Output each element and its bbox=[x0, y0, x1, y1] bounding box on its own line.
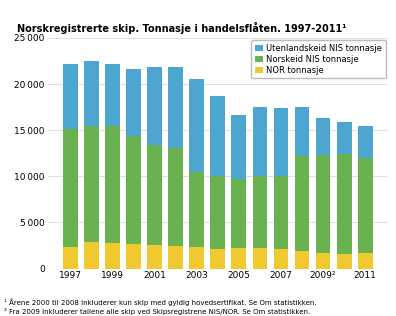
Bar bbox=[274, 249, 288, 269]
Bar bbox=[358, 253, 373, 269]
Bar bbox=[232, 248, 246, 269]
Bar bbox=[189, 79, 204, 172]
Bar bbox=[63, 247, 78, 269]
Text: Norskregistrerte skip. Tonnasje i handelsflåten. 1997-2011¹: Norskregistrerte skip. Tonnasje i handel… bbox=[17, 22, 346, 34]
Bar bbox=[63, 129, 78, 247]
Bar bbox=[295, 156, 309, 251]
Bar bbox=[316, 155, 331, 253]
Bar bbox=[316, 118, 331, 155]
Bar bbox=[274, 108, 288, 176]
Bar bbox=[295, 251, 309, 269]
Bar bbox=[253, 248, 267, 269]
Bar bbox=[337, 122, 352, 154]
Text: ² Fra 2009 inkluderer tallene alle skip ved Skipsregistrene NIS/NOR. Se Om stati: ² Fra 2009 inkluderer tallene alle skip … bbox=[4, 308, 310, 315]
Bar bbox=[84, 61, 99, 125]
Bar bbox=[253, 107, 267, 176]
Bar bbox=[168, 67, 183, 148]
Bar bbox=[316, 253, 331, 269]
Bar bbox=[84, 242, 99, 269]
Bar bbox=[126, 244, 141, 269]
Bar bbox=[210, 176, 225, 249]
Bar bbox=[168, 246, 183, 269]
Bar bbox=[189, 172, 204, 247]
Bar bbox=[168, 148, 183, 246]
Bar bbox=[105, 64, 120, 125]
Bar bbox=[210, 96, 225, 176]
Bar bbox=[232, 179, 246, 248]
Bar bbox=[274, 176, 288, 249]
Bar bbox=[84, 125, 99, 242]
Bar bbox=[105, 243, 120, 269]
Bar bbox=[337, 254, 352, 269]
Bar bbox=[147, 245, 162, 269]
Bar bbox=[189, 247, 204, 269]
Bar bbox=[126, 136, 141, 244]
Bar bbox=[358, 125, 373, 158]
Bar bbox=[337, 154, 352, 254]
Bar bbox=[63, 64, 78, 129]
Bar bbox=[358, 158, 373, 253]
Text: ¹ Årene 2000 til 2008 inkluderer kun skip med gyldig hovedsertifikat. Se Om stat: ¹ Årene 2000 til 2008 inkluderer kun ski… bbox=[4, 299, 316, 306]
Bar bbox=[210, 249, 225, 269]
Bar bbox=[147, 67, 162, 145]
Legend: Utenlandskeid NIS tonnasje, Norskeid NIS tonnasje, NOR tonnasje: Utenlandskeid NIS tonnasje, Norskeid NIS… bbox=[251, 40, 386, 78]
Bar bbox=[126, 69, 141, 136]
Bar bbox=[147, 145, 162, 245]
Bar bbox=[253, 176, 267, 248]
Bar bbox=[105, 125, 120, 243]
Bar bbox=[232, 115, 246, 179]
Bar bbox=[295, 107, 309, 156]
